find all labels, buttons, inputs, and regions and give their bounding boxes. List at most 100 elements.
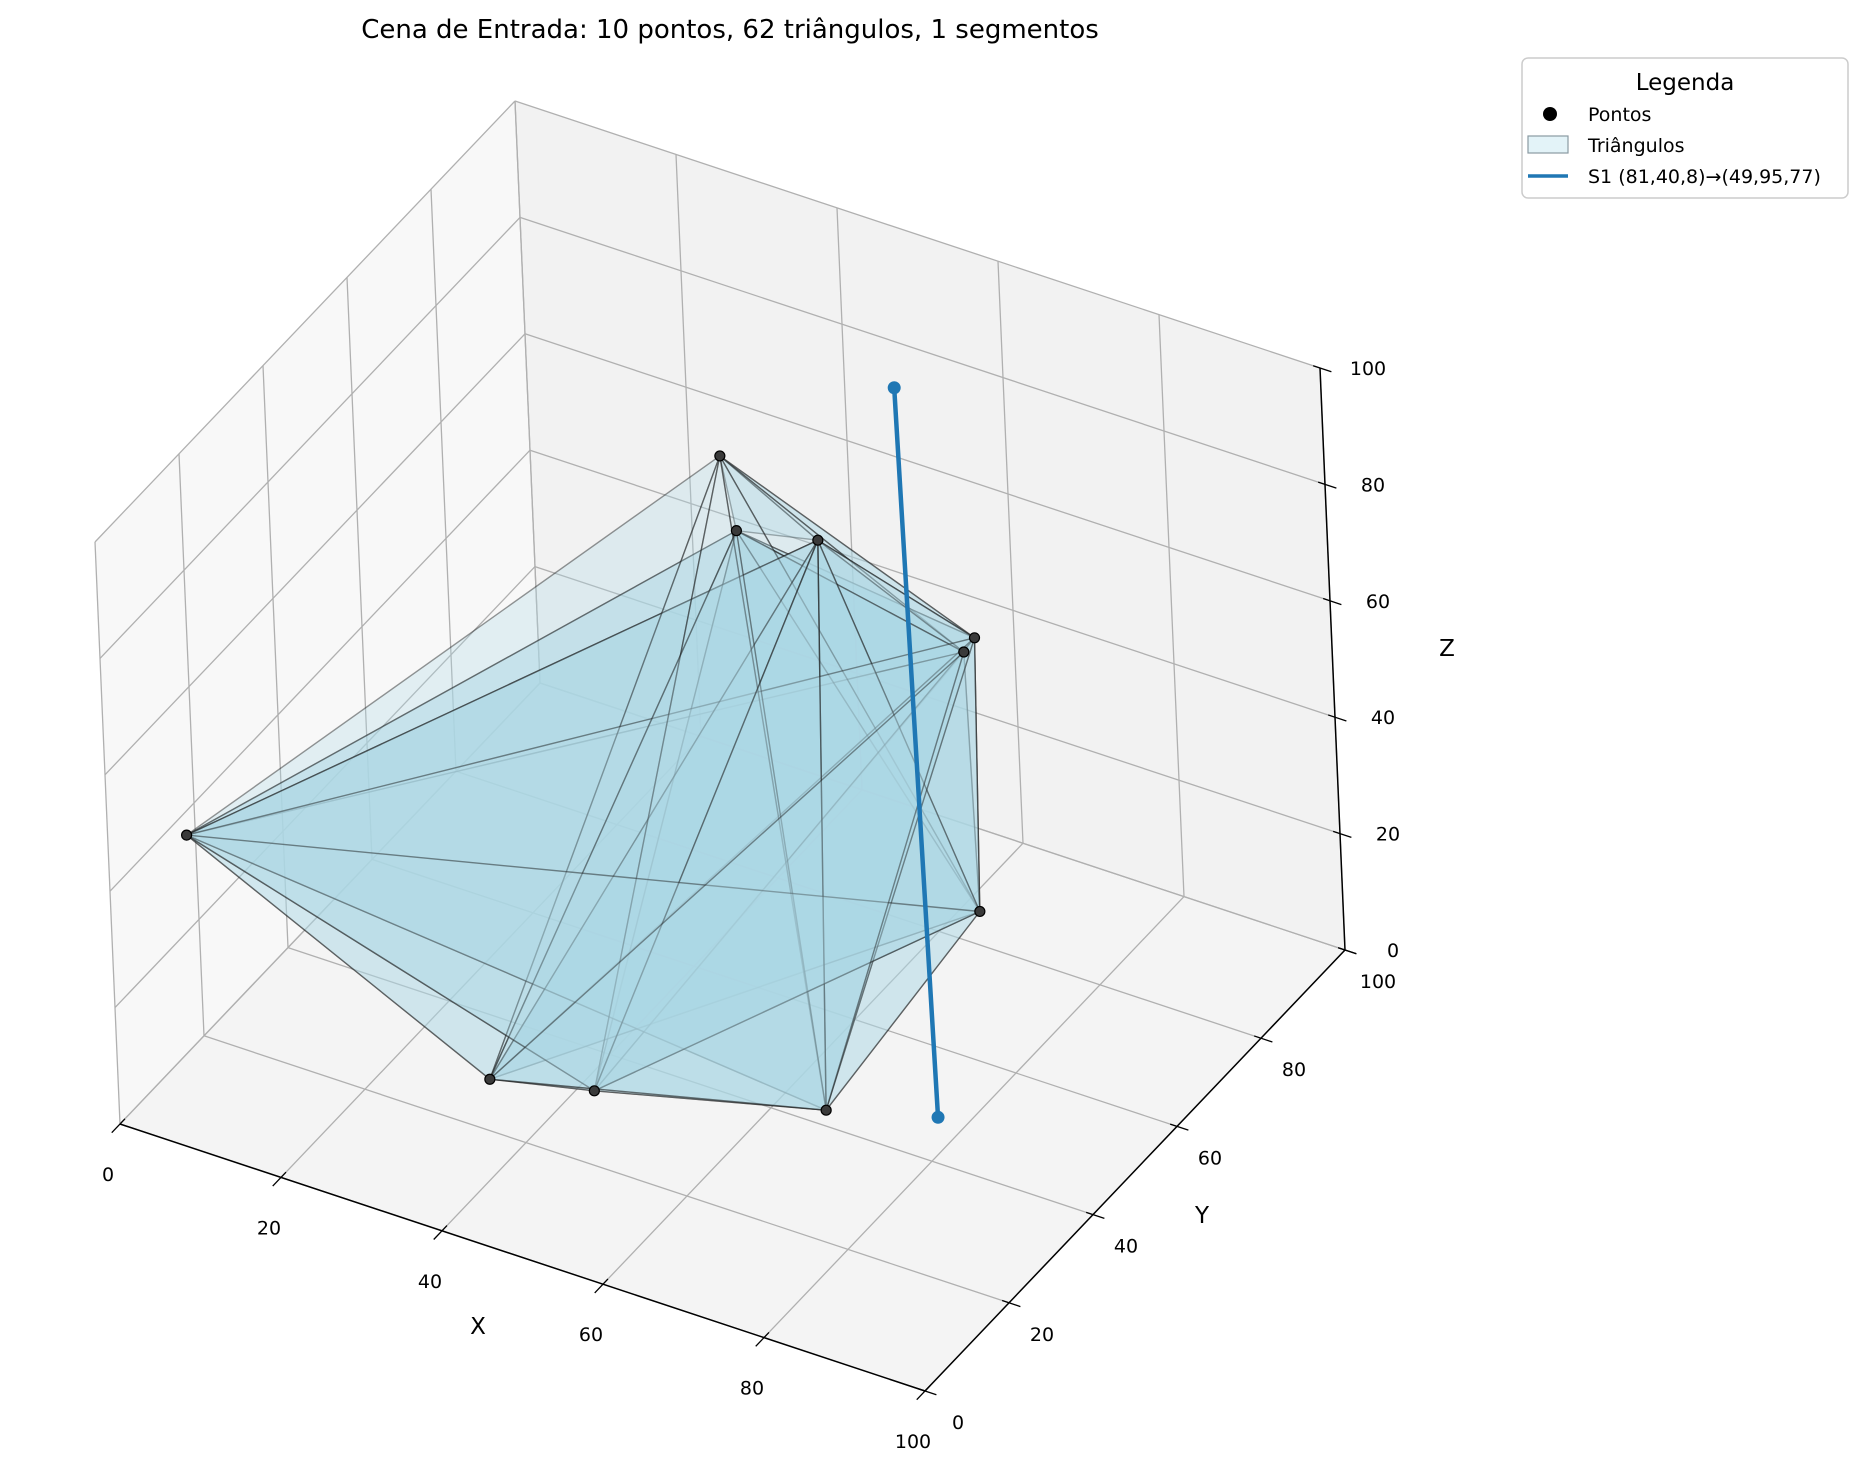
grid-line-z-side (104, 333, 526, 776)
legend-entry-triangles: Triângulos (1527, 135, 1685, 157)
mesh-triangle (185, 539, 827, 1111)
grid-line-y-floor (371, 858, 1178, 1128)
grid-line-y-side (94, 541, 121, 1125)
y-tick-mark (1001, 1299, 1021, 1308)
mesh-triangle (185, 539, 965, 836)
grid-line-z-back (534, 565, 1341, 835)
z-tick-label: 100 (1350, 358, 1386, 380)
x-tick-label: 60 (579, 1324, 603, 1346)
y-tick-label: 60 (1198, 1147, 1222, 1169)
z-tick-mark (1332, 830, 1352, 838)
point-marker (958, 646, 970, 658)
z-axis-line (1319, 367, 1346, 951)
mesh-triangle (719, 455, 819, 541)
x-tick-label: 20 (257, 1217, 281, 1239)
point-marker (812, 534, 824, 546)
chart-title: Cena de Entrada: 10 pontos, 62 triângulo… (361, 15, 1099, 45)
point-marker (484, 1073, 496, 1085)
mesh-triangle (489, 651, 965, 1111)
segments (887, 381, 945, 1124)
x-tick-mark (272, 1171, 287, 1187)
x-tick-label: 100 (895, 1431, 931, 1453)
mesh-triangle (489, 539, 981, 1080)
mesh-triangle (719, 455, 981, 913)
mesh-triangle (489, 530, 827, 1111)
point-marker (974, 905, 986, 918)
legend-entry-segment: S1 (81,40,8)→(49,95,77) (1528, 166, 1821, 188)
legend-entry-points: Pontos (1543, 104, 1651, 126)
mesh-triangle (593, 530, 965, 1092)
grid-line-z-side (114, 566, 536, 1009)
grid-line-z-back (539, 682, 1346, 951)
grid-line-y-side (346, 277, 373, 860)
grid-line-z-back (514, 100, 1321, 369)
mesh-triangle (593, 530, 981, 1092)
segment-end-marker (887, 381, 901, 395)
x-axis-line (119, 1123, 926, 1392)
legend-patch-triangles (1527, 135, 1569, 154)
z-tick-label: 60 (1366, 591, 1390, 613)
mesh-triangle (185, 651, 981, 913)
grid-line-y-side (178, 453, 205, 1036)
mesh-triangle (719, 455, 976, 653)
points (181, 450, 986, 1116)
mesh-triangle (489, 539, 976, 1080)
z-tick-label: 40 (1371, 707, 1395, 729)
mesh-triangle (185, 530, 738, 1080)
grid-line-x-floor (280, 735, 702, 1178)
x-tick-label: 80 (740, 1378, 764, 1400)
z-axis-label: Z (1439, 636, 1455, 662)
grid-lines (94, 100, 1346, 1392)
grid-line-z-back (519, 216, 1326, 486)
grid-line-x-floor (441, 789, 863, 1232)
back-pane (515, 101, 1345, 950)
legend: Legenda Pontos Triângulos S1 (81,40,8)→(… (1521, 57, 1849, 199)
point-marker (714, 450, 726, 462)
mesh-triangle (719, 455, 976, 639)
legend-label-segment: S1 (81,40,8)→(49,95,77) (1588, 166, 1821, 188)
triangle-mesh (185, 455, 981, 1111)
x-tick-mark (755, 1331, 770, 1347)
axis-lines (119, 367, 1346, 1392)
x-tick-mark (111, 1118, 126, 1134)
grid-line-x-back (997, 261, 1024, 844)
mesh-triangle (185, 637, 976, 1111)
legend-marker-points (1543, 107, 1557, 121)
grid-line-y-floor (455, 770, 1262, 1039)
z-tick-mark (1312, 365, 1332, 373)
z-tick-mark (1322, 597, 1342, 606)
mesh-triangle (185, 834, 981, 1092)
axis-ticks: 0 20 40 60 80 100 0 20 40 60 80 100 0 20 40 60 80 100 (102, 358, 1400, 1453)
grid-line-z-side (119, 682, 541, 1125)
grid-line-y-side (514, 100, 541, 684)
grid-line-z-side (99, 216, 521, 659)
z-tick-mark (1337, 947, 1357, 955)
legend-label-points: Pontos (1588, 104, 1651, 126)
grid-line-z-back (529, 449, 1336, 718)
mesh-triangle (489, 539, 819, 1092)
y-tick-mark (917, 1388, 937, 1396)
x-tick-label: 40 (418, 1271, 442, 1293)
segment-line (891, 385, 941, 1120)
y-tick-label: 80 (1282, 1059, 1306, 1081)
y-tick-label: 40 (1114, 1236, 1138, 1258)
mesh-triangle (185, 530, 976, 836)
side-pane (95, 101, 540, 1124)
grid-line-x-floor (602, 842, 1024, 1285)
mesh-triangle (735, 530, 965, 1111)
grid-line-x-back (836, 207, 863, 790)
x-tick-mark (594, 1278, 609, 1294)
x-tick-label: 0 (102, 1164, 114, 1186)
mesh-triangle (593, 637, 981, 1092)
y-tick-label: 20 (1030, 1324, 1054, 1346)
point-marker (588, 1085, 600, 1097)
grid-line-y-side (430, 189, 457, 772)
grid-line-x-back (675, 154, 702, 737)
mesh-triangle (593, 539, 965, 1092)
mesh-triangle (719, 455, 981, 1111)
mesh-triangle (489, 530, 965, 1080)
mesh-triangle (817, 539, 981, 1111)
y-tick-label: 100 (1360, 971, 1396, 993)
z-tick-label: 20 (1376, 824, 1400, 846)
